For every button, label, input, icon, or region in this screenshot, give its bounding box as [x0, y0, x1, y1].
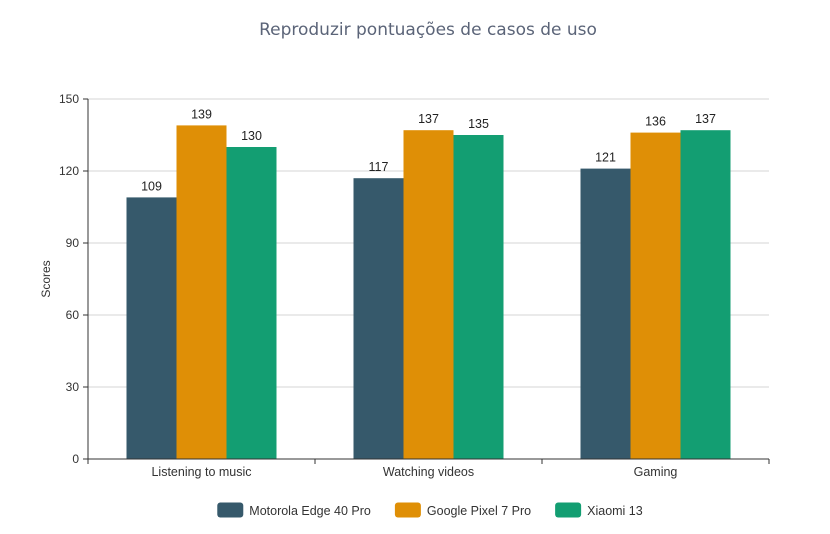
- legend: Motorola Edge 40 Pro Google Pixel 7 Pro Xi…: [217, 502, 643, 519]
- y-tick-label: 60: [66, 308, 80, 322]
- bar-value-label: 117: [369, 160, 389, 174]
- x-category-label: Listening to music: [151, 465, 251, 479]
- axes: 0 30 60 90 120 150 Listening to music Watching …: [59, 92, 770, 479]
- legend-item[interactable]: Motorola Edge 40 Pro: [217, 502, 371, 519]
- x-category-label: Gaming: [634, 465, 678, 479]
- bar-value-label: 135: [468, 117, 489, 131]
- bar-value-label: 137: [418, 112, 439, 126]
- bar[interactable]: [453, 135, 504, 459]
- bar[interactable]: [176, 125, 227, 460]
- y-tick-label: 120: [59, 164, 79, 178]
- legend-item[interactable]: Google Pixel 7 Pro: [394, 502, 531, 519]
- legend-label: Xiaomi 13: [587, 504, 643, 518]
- bar-value-label: 137: [695, 112, 716, 126]
- legend-swatch: [217, 502, 244, 518]
- bar[interactable]: [226, 147, 277, 459]
- bars: [126, 125, 731, 460]
- bar[interactable]: [630, 132, 681, 459]
- bar-value-label: 136: [645, 115, 666, 129]
- bar-value-label: 121: [595, 151, 616, 165]
- bar[interactable]: [353, 178, 404, 459]
- y-tick-label: 0: [72, 452, 79, 466]
- data-labels: 109 139 130 117 137 135 121 136 137: [141, 107, 716, 193]
- legend-item[interactable]: Xiaomi 13: [555, 502, 643, 519]
- chart-title: Reproduzir pontuações de casos de uso: [259, 20, 597, 40]
- legend-label: Google Pixel 7 Pro: [427, 504, 531, 518]
- legend-swatch: [555, 502, 582, 518]
- bar-value-label: 139: [191, 107, 212, 121]
- bar[interactable]: [403, 130, 454, 459]
- x-category-label: Watching videos: [383, 465, 474, 479]
- legend-swatch: [394, 502, 421, 518]
- y-axis-title: Scores: [39, 260, 53, 297]
- y-tick-label: 90: [66, 236, 80, 250]
- bar[interactable]: [680, 130, 731, 459]
- legend-label: Motorola Edge 40 Pro: [249, 504, 371, 518]
- bar[interactable]: [580, 168, 631, 459]
- bar[interactable]: [126, 197, 177, 459]
- bar-value-label: 109: [141, 179, 162, 193]
- y-tick-label: 30: [66, 380, 80, 394]
- bar-value-label: 130: [241, 129, 262, 143]
- y-tick-label: 150: [59, 92, 79, 106]
